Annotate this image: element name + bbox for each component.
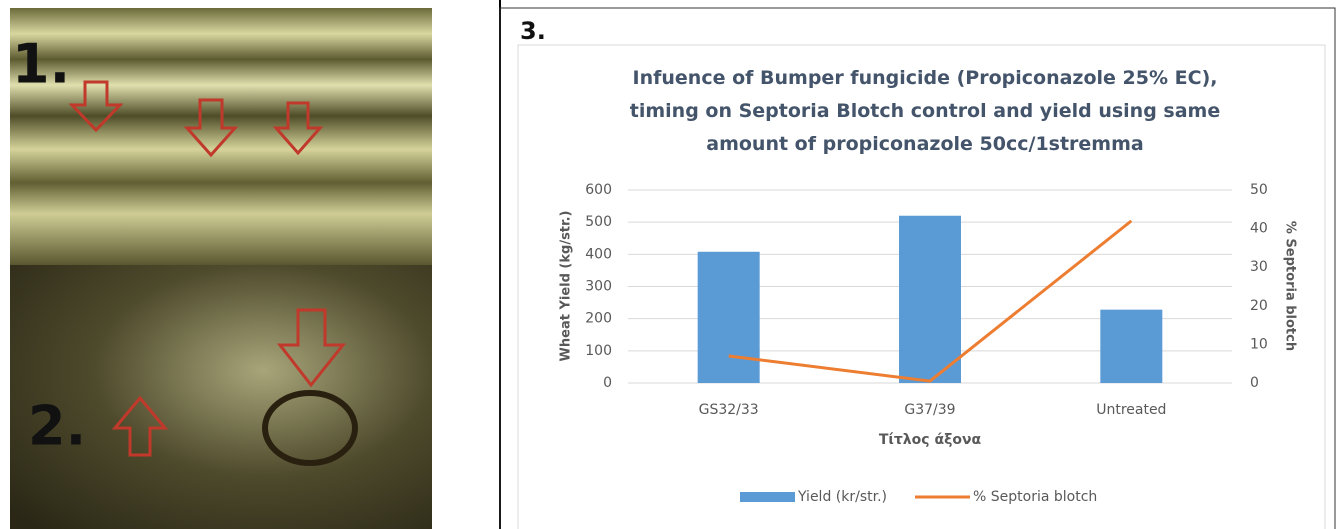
panel-label: 3.	[520, 17, 546, 45]
y2-axis-title: % Septoria blotch	[1283, 221, 1298, 351]
y2-tick-label: 10	[1250, 336, 1268, 352]
y-tick-label: 500	[585, 214, 612, 230]
chart-title: Infuence of Bumper fungicide (Propiconaz…	[600, 62, 1250, 161]
page: 1. 2. 3. 0 100 200 300 400 500 600 0 10 20 30 40 50 W…	[0, 0, 1341, 529]
y-tick-label: 400	[585, 246, 612, 262]
x-axis-title: Τίτλος άξονα	[879, 432, 982, 448]
x-tick-label: G37/39	[904, 402, 955, 418]
y2-tick-label: 30	[1250, 259, 1268, 275]
legend-swatch	[740, 492, 795, 502]
y-tick-label: 100	[585, 343, 612, 359]
y-axis-title: Wheat Yield (kg/str.)	[559, 211, 574, 362]
bar	[899, 216, 961, 383]
y2-tick-label: 50	[1250, 182, 1268, 198]
y2-tick-label: 20	[1250, 298, 1268, 314]
bar	[1100, 310, 1162, 383]
y-tick-label: 0	[603, 375, 612, 391]
y2-tick-label: 0	[1250, 375, 1259, 391]
y-tick-label: 600	[585, 182, 612, 198]
y2-tick-label: 40	[1250, 221, 1268, 237]
legend-label: % Septoria blotch	[973, 489, 1097, 505]
micro-image-1	[10, 8, 432, 265]
y-tick-label: 300	[585, 279, 612, 295]
x-tick-label: Untreated	[1096, 402, 1166, 418]
panel-label: 1.	[12, 33, 70, 96]
x-tick-label: GS32/33	[699, 402, 759, 418]
panel-label: 2.	[28, 395, 86, 458]
legend-label: Yield (kr/str.)	[797, 489, 887, 505]
y-tick-label: 200	[585, 311, 612, 327]
bar	[698, 252, 760, 383]
